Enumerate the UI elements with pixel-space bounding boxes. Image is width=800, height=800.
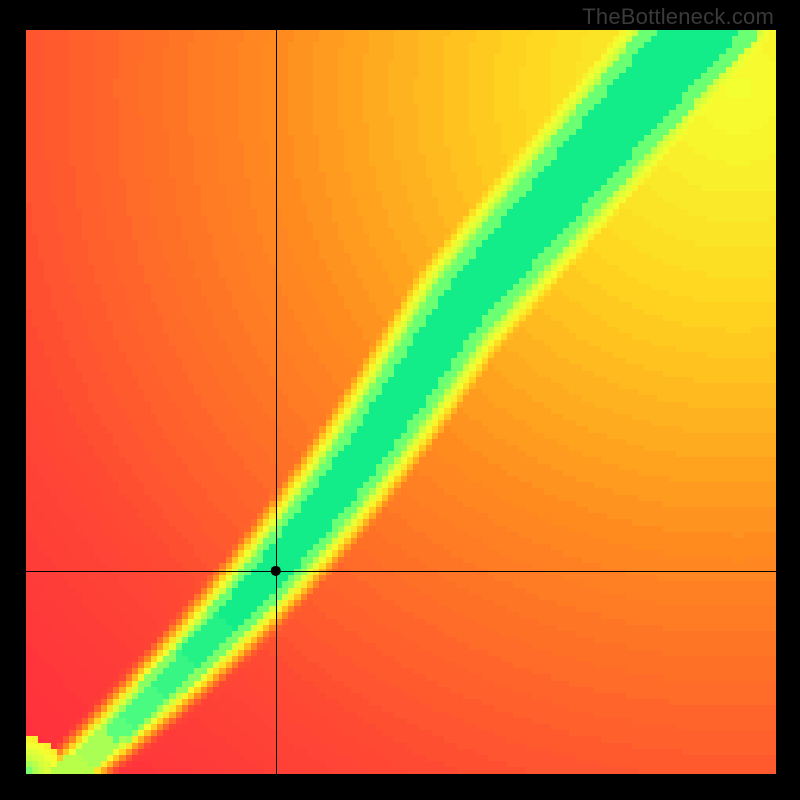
watermark-text: TheBottleneck.com bbox=[582, 4, 774, 30]
plot-frame bbox=[26, 30, 776, 774]
bottleneck-heatmap bbox=[26, 30, 776, 774]
